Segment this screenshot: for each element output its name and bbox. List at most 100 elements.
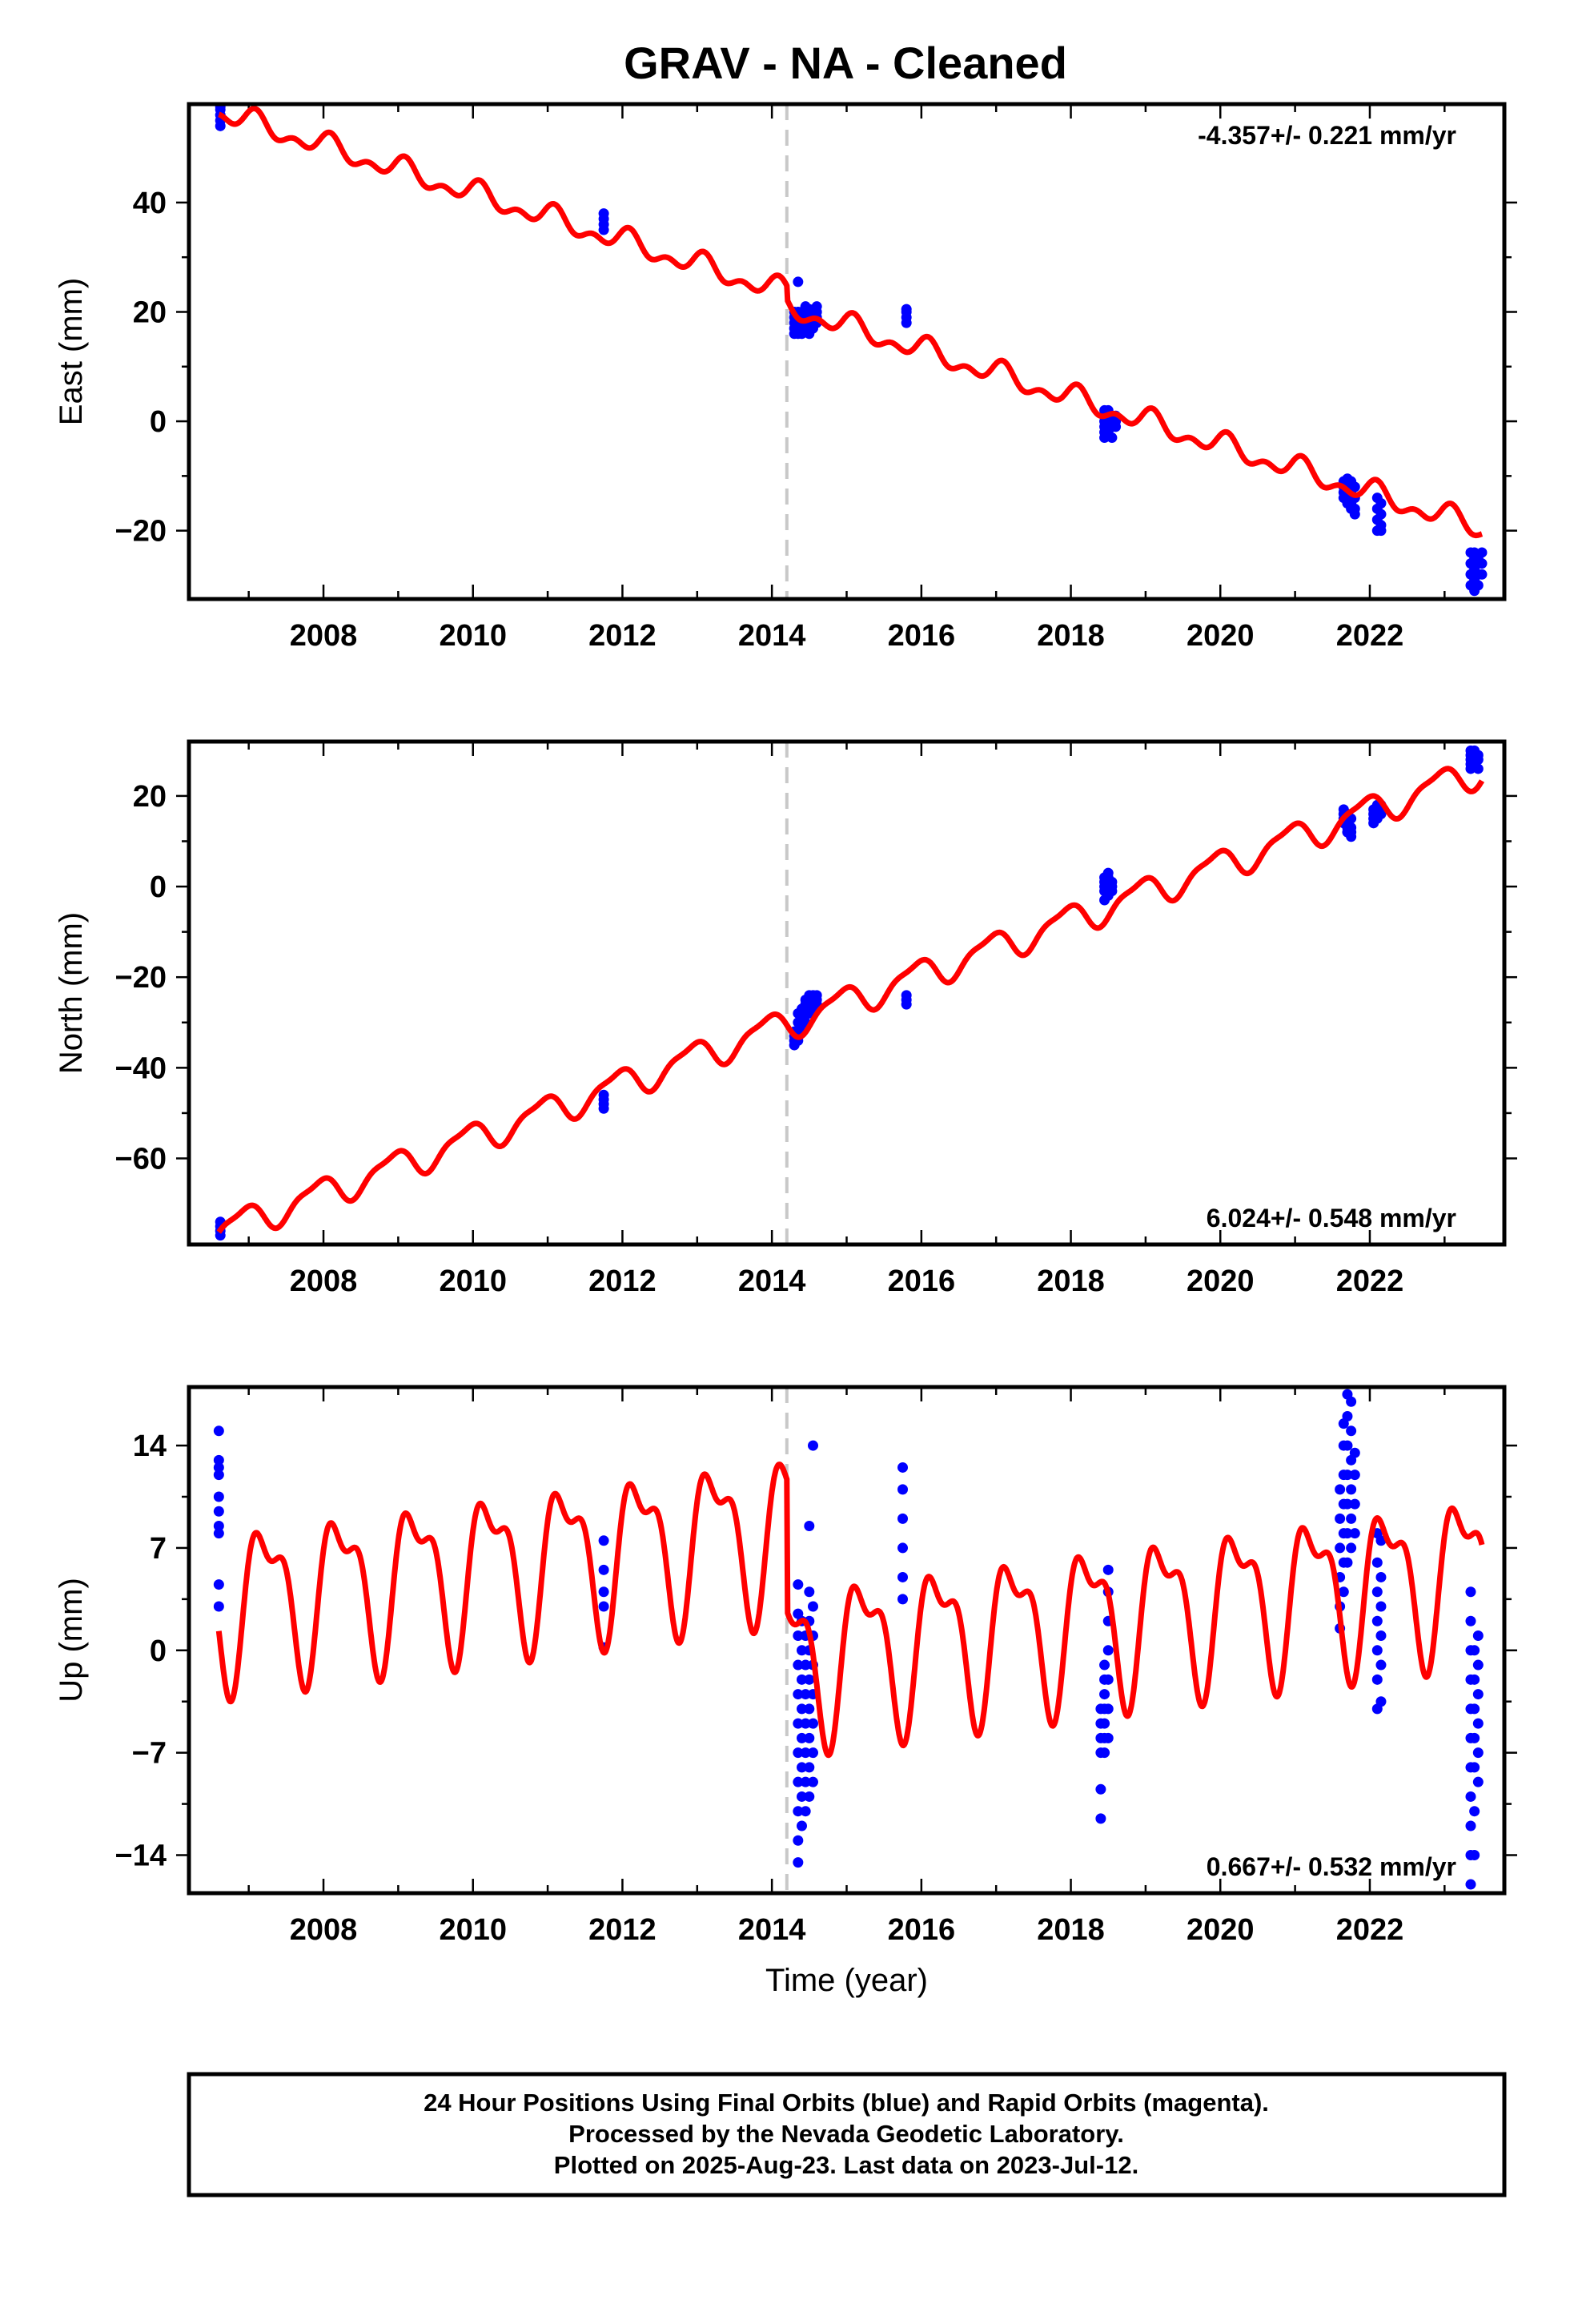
data-point: [213, 1425, 224, 1437]
data-point: [598, 1564, 609, 1575]
observations: [213, 1389, 1484, 1890]
data-point: [796, 1674, 807, 1685]
panel-north: 2008 2010 2012 2014 2016 2018 2020 2022 −60 −40 −2…: [54, 739, 1517, 1298]
x-tick-label: 2008: [290, 619, 358, 653]
data-point: [800, 1659, 811, 1671]
data-point: [1375, 1696, 1387, 1707]
data-point: [1371, 1586, 1383, 1598]
x-tick-label: 2022: [1336, 1265, 1404, 1298]
data-point: [804, 1762, 815, 1773]
data-point: [811, 301, 822, 312]
data-point: [807, 1440, 818, 1451]
y-tick-label: 40: [133, 187, 167, 220]
y-tick-label: −7: [132, 1737, 167, 1771]
data-point: [1346, 1542, 1357, 1554]
x-tick-label: 2018: [1037, 1265, 1105, 1298]
data-point: [807, 1718, 818, 1729]
data-point: [793, 1579, 804, 1590]
x-tick-label: 2018: [1037, 619, 1105, 653]
data-point: [1102, 1674, 1114, 1685]
data-point: [1102, 1732, 1114, 1743]
data-point: [213, 1462, 224, 1473]
x-axis-label: Time (year): [765, 1963, 928, 1998]
data-point: [800, 1689, 811, 1700]
data-point: [793, 1718, 804, 1729]
data-point: [1106, 432, 1118, 444]
data-point: [796, 1820, 807, 1831]
data-point: [1472, 580, 1484, 591]
data-point: [1469, 1850, 1480, 1861]
data-point: [1349, 509, 1360, 520]
data-point: [800, 1747, 811, 1759]
panels: 2008 2010 2012 2014 2016 2018 2020 2022−2002040…: [54, 102, 1517, 1998]
data-point: [1099, 1718, 1110, 1729]
data-point: [1349, 1447, 1360, 1458]
data-point: [793, 1806, 804, 1817]
data-point: [800, 1718, 811, 1729]
data-point: [598, 1586, 609, 1598]
footer-line-1: 24 Hour Positions Using Final Orbits (bl…: [424, 2089, 1269, 2117]
data-point: [1469, 1806, 1480, 1817]
data-point: [1095, 1813, 1106, 1824]
x-tick-label: 2010: [439, 1265, 507, 1298]
data-point: [796, 1732, 807, 1743]
data-point: [1472, 1776, 1484, 1787]
x-tick-label: 2014: [738, 1913, 806, 1947]
data-point: [1102, 867, 1114, 879]
data-point: [1349, 1498, 1360, 1510]
x-tick-label: 2012: [588, 1913, 656, 1947]
panel-frame: [187, 102, 1507, 601]
data-point: [793, 1857, 804, 1868]
data-point: [1476, 558, 1488, 569]
x-tick-label: 2014: [738, 1265, 806, 1298]
data-point: [897, 1571, 909, 1582]
data-point: [1472, 763, 1484, 774]
data-point: [1469, 1703, 1480, 1715]
data-point: [1102, 1703, 1114, 1715]
data-point: [1106, 876, 1118, 887]
data-point: [598, 1535, 609, 1546]
data-point: [804, 1791, 815, 1802]
data-point: [1476, 547, 1488, 558]
data-point: [213, 1521, 224, 1532]
data-point: [1346, 1484, 1357, 1495]
footer-box: 24 Hour Positions Using Final Orbits (bl…: [187, 2072, 1507, 2197]
x-tick-label: 2020: [1186, 1265, 1255, 1298]
data-point: [1342, 1411, 1353, 1422]
data-point: [1469, 1674, 1480, 1685]
panel-east: 2008 2010 2012 2014 2016 2018 2020 2022 −20 0 20 40…: [54, 102, 1517, 653]
data-point: [213, 1506, 224, 1517]
data-point: [1102, 1645, 1114, 1656]
data-point: [213, 1579, 224, 1590]
x-tick-label: 2016: [888, 1913, 956, 1947]
data-point: [1469, 1762, 1480, 1773]
data-point: [1346, 1513, 1357, 1524]
data-point: [897, 1594, 909, 1605]
data-point: [1342, 1470, 1353, 1481]
velocity-label: 6.024+/- 0.548 mm/yr: [1207, 1204, 1456, 1232]
data-point: [598, 208, 609, 219]
x-tick-label: 2016: [888, 1265, 956, 1298]
data-point: [800, 1776, 811, 1787]
data-point: [793, 1689, 804, 1700]
data-point: [1465, 1586, 1476, 1598]
velocity-label: 0.667+/- 0.532 mm/yr: [1207, 1852, 1456, 1881]
y-axis-label: Up (mm): [54, 1578, 89, 1703]
y-tick-label: 20: [133, 780, 167, 814]
data-point: [1371, 1645, 1383, 1656]
data-point: [1342, 1557, 1353, 1568]
data-point: [1465, 1791, 1476, 1802]
data-point: [1465, 1820, 1476, 1831]
data-point: [811, 990, 822, 1001]
y-tick-label: −20: [115, 961, 167, 995]
data-point: [1476, 569, 1488, 580]
data-point: [1346, 1396, 1357, 1407]
data-point: [1346, 1425, 1357, 1437]
footer-line-3: Plotted on 2025-Aug-23. Last data on 202…: [554, 2151, 1138, 2179]
data-point: [897, 1462, 909, 1473]
data-point: [213, 1454, 224, 1466]
panel-frame: [187, 739, 1507, 1247]
data-point: [1342, 1528, 1353, 1539]
data-point: [1335, 1484, 1346, 1495]
data-point: [215, 1230, 226, 1241]
